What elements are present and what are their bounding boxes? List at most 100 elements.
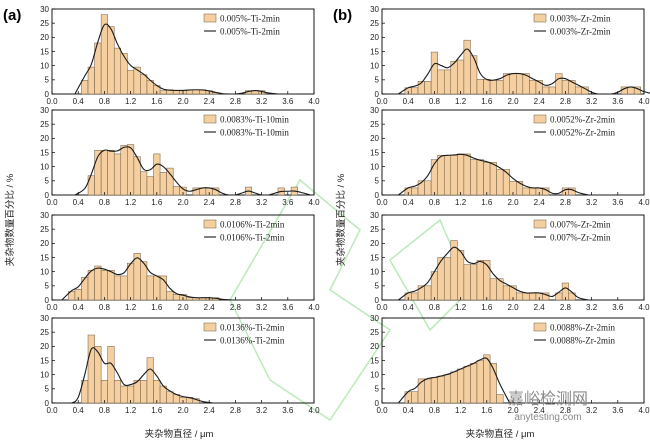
histogram-bar	[411, 391, 419, 404]
histogram-bar	[113, 47, 122, 95]
histogram-bar	[140, 380, 148, 404]
watermark-sub: anytesting.com	[514, 412, 581, 423]
subplot-b-3: 0 5 10 15 20 25 30 0.0 0.4 0.8 1.2 1.6 2.0 2.4 2.8 3.2 3…	[370, 211, 650, 312]
legend-bar-label: 0.0088%-Zr-2min	[550, 323, 616, 333]
histogram-bar	[502, 285, 510, 301]
y-tick-label: 30	[40, 211, 49, 220]
histogram-bar	[522, 187, 530, 196]
legend-bar-swatch	[533, 219, 547, 229]
y-tick-label: 5	[45, 177, 50, 186]
x-tick-label: 3.2	[256, 97, 268, 106]
y-tick-label: 5	[375, 385, 380, 394]
x-tick-label: 1.2	[455, 198, 467, 207]
fit-curve	[398, 48, 650, 95]
x-tick-label: 2.8	[560, 406, 572, 415]
x-tick-label: 1.2	[455, 303, 467, 312]
x-tick-label: 3.6	[612, 97, 624, 106]
x-tick-label: 2.8	[230, 198, 242, 207]
x-tick-label: 1.2	[125, 303, 137, 312]
y-tick-label: 20	[40, 342, 49, 351]
x-tick-label: 4.0	[308, 406, 320, 415]
y-tick-label: 25	[370, 328, 379, 337]
y-tick-label: 30	[370, 5, 379, 14]
fit-curve	[398, 246, 589, 301]
histogram-bar	[516, 73, 524, 95]
x-tick-label: 2.8	[230, 303, 242, 312]
histogram-bar	[483, 260, 491, 301]
y-tick-label: 0	[375, 399, 380, 408]
x-tick-label: 2.8	[230, 97, 242, 106]
watermark-main: 嘉峪检测网	[508, 390, 588, 408]
x-tick-label: 0.8	[429, 303, 441, 312]
legend-bar-label: 0.007%-Zr-2min	[550, 220, 611, 230]
y-tick-label: 25	[370, 120, 379, 129]
y-tick-label: 5	[45, 76, 50, 85]
y-tick-label: 25	[40, 19, 49, 28]
x-tick-label: 2.4	[534, 97, 546, 106]
histogram-bar	[100, 270, 108, 301]
y-tick-label: 0	[45, 191, 50, 200]
histogram-bar	[430, 51, 438, 95]
histogram-bar	[172, 90, 180, 95]
histogram-bar	[127, 262, 135, 301]
histogram-bar	[496, 80, 504, 95]
histogram-bar	[87, 66, 95, 95]
subplot-a-3: 0 5 10 15 20 25 30 0.0 0.4 0.8 1.2 1.6 2.0 2.4 2.8 3.2 3…	[40, 211, 320, 312]
x-tick-label: 2.4	[204, 97, 216, 106]
x-tick-label: 4.0	[638, 406, 650, 415]
histogram-bar	[107, 149, 115, 196]
histogram-bar	[509, 73, 517, 95]
x-tick-label: 0.4	[73, 198, 85, 207]
histogram-bar	[140, 261, 148, 301]
y-tick-label: 20	[40, 239, 49, 248]
histogram-bar	[411, 187, 419, 196]
x-tick-label: 2.0	[177, 97, 189, 106]
x-tick-label: 2.0	[177, 303, 189, 312]
histogram-bar	[166, 291, 174, 301]
y-tick-label: 30	[40, 314, 49, 323]
x-tick-label: 2.4	[534, 406, 546, 415]
x-tick-label: 0.0	[376, 198, 388, 207]
histogram-bar	[489, 278, 497, 301]
x-tick-label: 2.0	[177, 406, 189, 415]
x-tick-label: 0.0	[46, 303, 58, 312]
legend-bar-label: 0.0052%-Zr-2min	[550, 115, 616, 125]
y-tick-label: 10	[370, 162, 379, 171]
x-tick-label: 3.2	[256, 303, 268, 312]
x-tick-label: 1.2	[455, 406, 467, 415]
legend-line-label: 0.0052%-Zr-2min	[550, 128, 616, 138]
x-tick-label: 1.6	[481, 406, 493, 415]
histogram-bar	[489, 363, 497, 404]
x-tick-label: 0.8	[99, 406, 111, 415]
x-tick-label: 2.0	[507, 406, 519, 415]
histogram-bar	[470, 264, 478, 301]
histogram-bar	[127, 70, 135, 95]
x-tick-label: 0.0	[376, 303, 388, 312]
histogram-bar	[529, 80, 537, 95]
x-tick-label: 2.8	[560, 198, 572, 207]
histogram-bar	[437, 155, 445, 196]
histogram-bar	[159, 275, 167, 301]
x-tick-label: 4.0	[308, 97, 320, 106]
y-tick-label: 5	[375, 76, 380, 85]
legend-bar-swatch	[533, 322, 547, 332]
y-tick-label: 25	[370, 225, 379, 234]
x-tick-label: 3.6	[282, 198, 294, 207]
histogram-bar	[430, 377, 438, 404]
histogram-bar	[476, 360, 484, 404]
x-tick-label: 0.0	[46, 406, 58, 415]
y-tick-label: 5	[45, 282, 50, 291]
y-tick-label: 20	[40, 33, 49, 42]
x-tick-label: 2.4	[204, 406, 216, 415]
subplot-b-2: 0 5 10 15 20 25 30 0.0 0.4 0.8 1.2 1.6 2.0 2.4 2.8 3.2 3…	[370, 106, 650, 207]
histogram-bar	[457, 250, 465, 301]
legend-line-label: 0.0088%-Zr-2min	[550, 336, 616, 346]
legend-line-label: 0.0083%-Ti-10min	[220, 128, 289, 138]
histogram-bar	[496, 394, 504, 404]
histogram-bar	[496, 169, 504, 196]
histogram-bar	[489, 80, 497, 95]
x-tick-label: 2.8	[230, 406, 242, 415]
subplot-a-2: 0 5 10 15 20 25 30 0.0 0.4 0.8 1.2 1.6 2.0 2.4 2.8 3.2 3…	[40, 106, 320, 207]
histogram-bar	[574, 86, 583, 95]
legend-bar-swatch	[533, 13, 547, 23]
